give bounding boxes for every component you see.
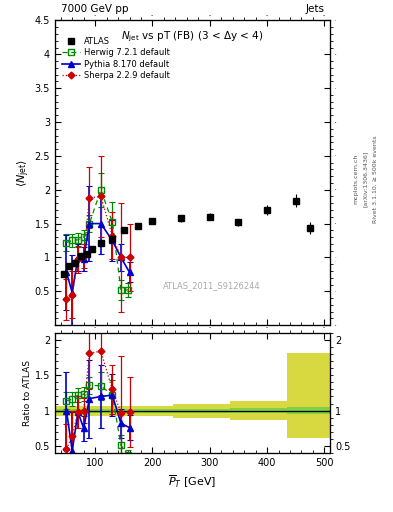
Y-axis label: $\langle N_\mathsf{jet}\rangle$: $\langle N_\mathsf{jet}\rangle$ (15, 159, 32, 187)
Text: $N_\mathsf{jet}$ vs pT (FB) (3 < $\Delta$y < 4): $N_\mathsf{jet}$ vs pT (FB) (3 < $\Delta… (121, 30, 264, 44)
Text: 7000 GeV pp: 7000 GeV pp (61, 5, 128, 14)
Text: Rivet 3.1.10, ≥ 500k events: Rivet 3.1.10, ≥ 500k events (373, 135, 378, 223)
Legend: ATLAS, Herwig 7.2.1 default, Pythia 8.170 default, Sherpa 2.2.9 default: ATLAS, Herwig 7.2.1 default, Pythia 8.17… (62, 37, 169, 80)
Text: Jets: Jets (306, 5, 325, 14)
Text: ATLAS_2011_S9126244: ATLAS_2011_S9126244 (163, 281, 261, 290)
Text: mcplots.cern.ch: mcplots.cern.ch (353, 154, 358, 204)
X-axis label: $\overline{P}_T$ [GeV]: $\overline{P}_T$ [GeV] (169, 474, 217, 490)
Text: [arXiv:1306.3436]: [arXiv:1306.3436] (363, 151, 368, 207)
Y-axis label: Ratio to ATLAS: Ratio to ATLAS (23, 360, 32, 426)
